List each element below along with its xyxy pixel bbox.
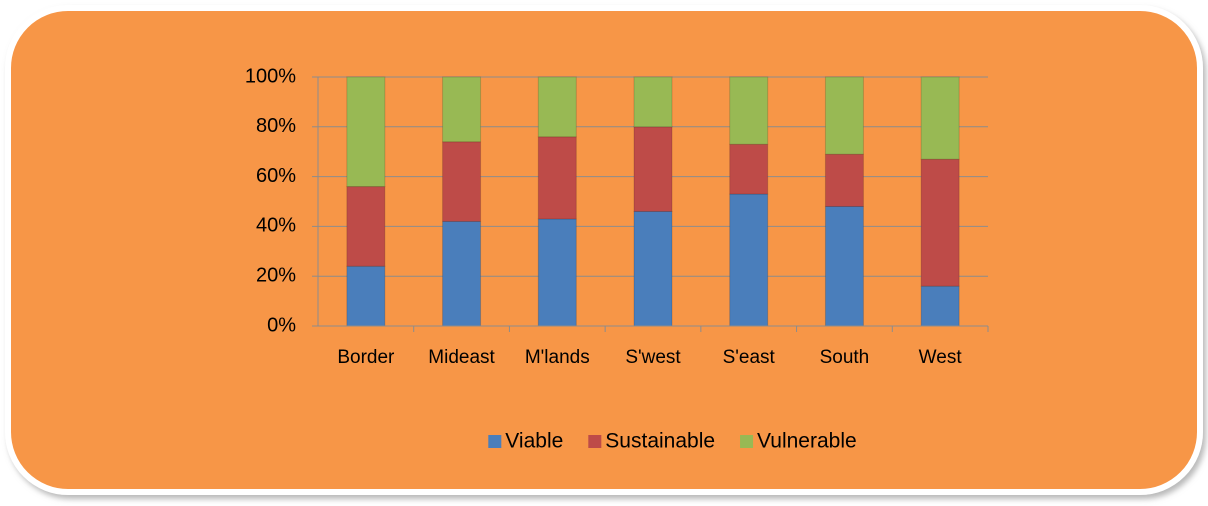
x-tick-label: S'west (625, 347, 681, 368)
bar-segment (442, 220, 482, 327)
legend-marker (488, 435, 502, 448)
x-tick-label: South (820, 347, 870, 368)
bar-segment (920, 158, 960, 287)
bar-segment (729, 143, 769, 195)
y-tick-label: 80% (256, 115, 296, 137)
bar-segment (729, 193, 769, 327)
bar-segment (346, 265, 386, 327)
y-tick-label: 0% (267, 314, 296, 336)
x-tick-label: Mideast (428, 347, 495, 368)
bar-segment (346, 186, 386, 267)
chart-background (5, 5, 1203, 495)
bar-segment (633, 76, 673, 128)
bar-segment (537, 218, 577, 327)
legend-marker (588, 435, 602, 448)
legend-label: Vulnerable (757, 430, 857, 453)
bar-segment (824, 205, 864, 327)
bar-segment (633, 210, 673, 327)
x-tick-label: Border (337, 347, 395, 368)
bar-segment (729, 76, 769, 145)
legend-marker (740, 435, 754, 448)
bar-segment (824, 153, 864, 207)
legend-label: Viable (505, 430, 563, 453)
bar-segment (537, 76, 577, 138)
x-tick-label: M'lands (525, 347, 590, 368)
bar-segment (346, 76, 386, 188)
x-tick-label: West (919, 347, 963, 368)
bar-segment (824, 76, 864, 155)
y-tick-label: 40% (256, 215, 296, 237)
bar-segment (920, 285, 960, 327)
x-tick-label: S'east (723, 347, 776, 368)
y-tick-label: 100% (245, 65, 296, 87)
bar-segment (920, 76, 960, 160)
bar-segment (633, 126, 673, 212)
bar-segment (442, 76, 482, 143)
bar-segment (442, 141, 482, 222)
bar-segment (537, 136, 577, 220)
legend-label: Sustainable (605, 430, 715, 453)
y-tick-label: 60% (256, 165, 296, 187)
y-tick-label: 20% (256, 264, 296, 286)
